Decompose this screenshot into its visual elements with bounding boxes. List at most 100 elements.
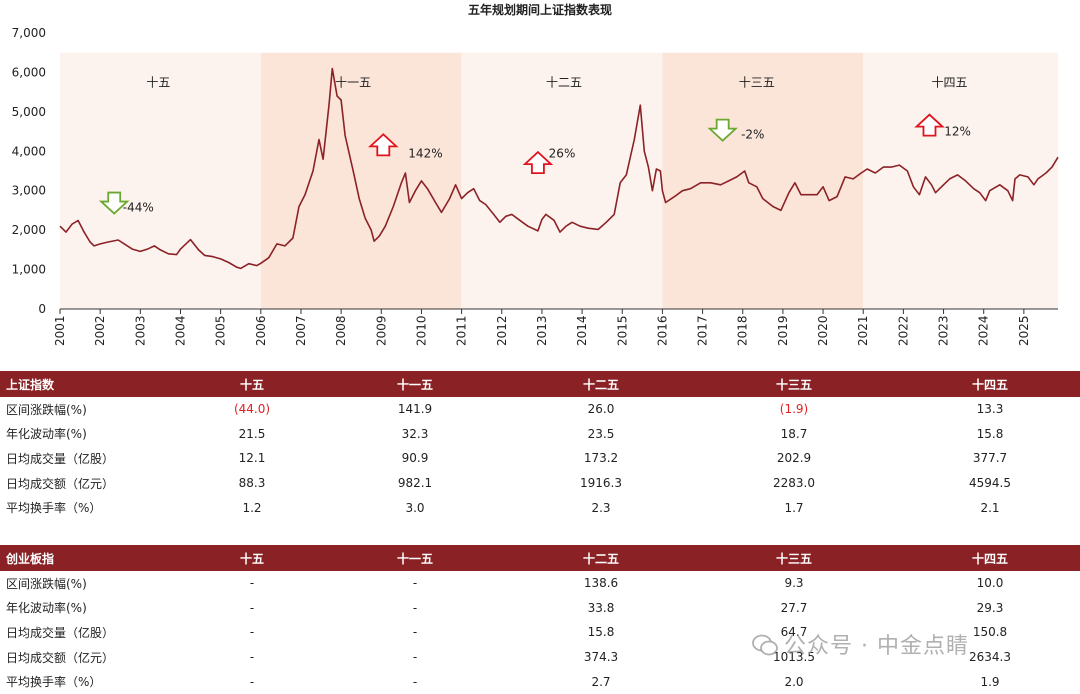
table-cell: 1013.5 [773,650,815,665]
table-cell: (1.9) [779,402,809,417]
table-cell: 2.3 [591,500,611,515]
table-cell: 141.9 [397,402,433,417]
table-header-row: 创业板指 十五 十一五 十二五 十三五 十四五 [0,545,1080,571]
table-cell: 88.3 [238,476,266,491]
period-label: 十五 [146,75,170,89]
table-cell: 29.3 [976,600,1004,615]
table-cell: 64.7 [780,625,808,640]
row-label: 日均成交量（亿股） [6,625,115,640]
column-header: 十四五 [894,545,1080,571]
table-cell: - [412,674,418,689]
table-cell: 202.9 [776,451,812,466]
row-label: 区间涨跌幅(%) [6,576,87,591]
column-header: 十二五 [508,371,694,397]
y-tick-label: 2,000 [12,223,46,237]
table-cell: 173.2 [583,451,619,466]
x-tick-label: 2006 [254,315,268,346]
arrow-down-icon [707,118,738,142]
period-label: 十三五 [739,75,775,89]
x-tick-label: 2025 [1017,315,1031,346]
period-band [60,52,261,309]
table-cell: 2.0 [784,674,804,689]
table-row: 平均换手率（%） - - 2.7 2.0 1.9 [0,669,1080,694]
chart-title: 五年规划期间上证指数表现 [467,3,612,17]
table-row: 日均成交额（亿元） 88.3 982.1 1916.3 2283.0 4594.5 [0,471,1080,496]
x-tick-label: 2019 [776,315,790,346]
table-cell: 377.7 [972,451,1008,466]
index-series-line [59,67,1059,270]
table-cell: 4594.5 [969,476,1011,491]
table-cell: 1916.3 [580,476,622,491]
table-cell: 27.7 [780,600,808,615]
table-cell: 18.7 [780,426,808,441]
table-row: 区间涨跌幅(%) (44.0) 141.9 26.0 (1.9) 13.3 [0,397,1080,422]
table-cell: 2.1 [980,500,1000,515]
y-tick-label: 1,000 [12,263,46,277]
y-tick-label: 4,000 [12,144,46,158]
table-row: 区间涨跌幅(%) - - 138.6 9.3 10.0 [0,571,1080,596]
x-tick-label: 2003 [133,315,147,346]
table-row: 平均换手率（%） 1.2 3.0 2.3 1.7 2.1 [0,495,1080,520]
table-cell: 982.1 [397,476,433,491]
period-change-label: 142% [408,146,442,160]
table-cell: - [249,674,255,689]
y-tick-label: 0 [38,302,46,316]
table-title: 创业板指 [0,545,182,571]
x-tick-label: 2001 [53,315,67,346]
table-cell: 3.0 [405,500,425,515]
column-header: 十二五 [508,545,694,571]
x-tick-label: 2013 [535,315,549,346]
x-tick-label: 2002 [93,315,107,346]
arrow-up-icon [367,133,399,157]
x-tick-label: 2021 [856,315,870,346]
table-cell: - [249,650,255,665]
column-header: 十五 [182,371,322,397]
x-tick-label: 2011 [455,315,469,346]
table-cell: 1.2 [242,500,262,515]
table-cell: - [249,576,255,591]
x-tick-label: 2008 [334,315,348,346]
column-header: 十一五 [322,371,508,397]
table-cell: 32.3 [401,426,429,441]
table-cell: 90.9 [401,451,429,466]
x-tick-label: 2024 [977,315,991,346]
x-tick-label: 2023 [937,315,951,346]
column-header: 十一五 [322,545,508,571]
period-label: 十四五 [932,75,968,89]
table-cell: 33.8 [587,600,615,615]
y-tick-label: 7,000 [12,26,46,40]
table-cell: 15.8 [587,625,615,640]
table-cell: 23.5 [587,426,615,441]
period-change-label: 26% [549,146,576,160]
table-cell: - [249,625,255,640]
y-tick-label: 3,000 [12,184,46,198]
table-cell: - [412,576,418,591]
table-cell: 1.9 [980,674,1000,689]
row-label: 年化波动率(%) [6,601,87,616]
column-header: 十三五 [694,371,894,397]
table-row: 年化波动率(%) 21.5 32.3 23.5 18.7 15.8 [0,422,1080,447]
row-label: 日均成交额（亿元） [6,476,115,491]
column-header: 十五 [182,545,322,571]
row-label: 日均成交量（亿股） [6,451,115,466]
shanghai-index-table: 上证指数 十五 十一五 十二五 十三五 十四五 区间涨跌幅(%) (44.0) 141.9 26… [0,371,1080,520]
period-change-label: 12% [944,125,971,139]
row-label: 平均换手率（%） [6,501,102,516]
table-cell: 1.7 [784,500,804,515]
period-band [863,52,1058,309]
x-tick-label: 2004 [173,315,187,346]
period-change-label: -44% [123,200,154,214]
table-cell: 9.3 [784,576,804,591]
table-cell: 13.3 [976,402,1004,417]
chinext-index-table: 创业板指 十五 十一五 十二五 十三五 十四五 区间涨跌幅(%) - - 138.6 9.3 10.… [0,545,1080,694]
row-label: 年化波动率(%) [6,427,87,442]
table-row: 日均成交量（亿股） - - 15.8 64.7 150.8 [0,620,1080,645]
table-cell: 12.1 [238,451,266,466]
table-row: 年化波动率(%) - - 33.8 27.7 29.3 [0,596,1080,621]
table-cell: 150.8 [972,625,1008,640]
arrow-up-icon [522,150,554,175]
period-label: 十二五 [546,75,582,89]
column-header: 十三五 [694,545,894,571]
row-label: 日均成交额（亿元） [6,650,115,665]
table-row: 日均成交量（亿股） 12.1 90.9 173.2 202.9 377.7 [0,446,1080,471]
